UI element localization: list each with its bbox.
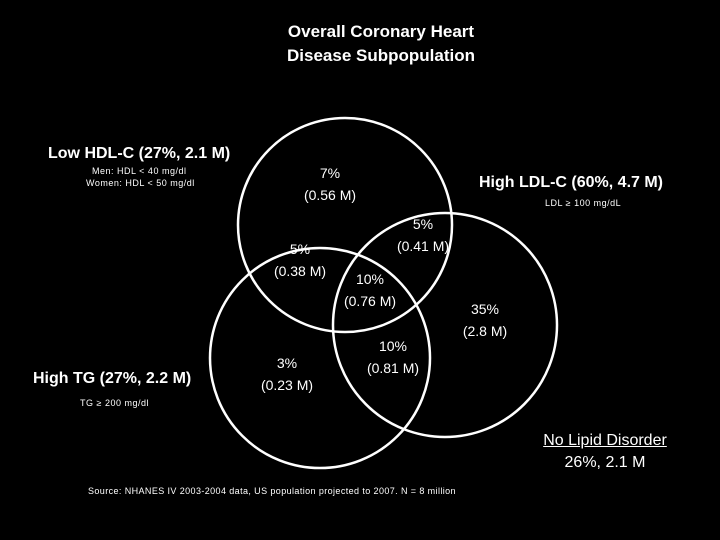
region-all-three-pct: 10% <box>355 271 385 287</box>
high-ldl-circle <box>331 211 559 439</box>
low-hdl-circle <box>236 116 454 334</box>
region-all-three: 10% (0.76 M) <box>330 268 410 312</box>
region-hdl-only-n: (0.56 M) <box>303 187 357 203</box>
high-ldl-label: High LDL-C (60%, 4.7 M) <box>479 174 664 191</box>
region-hdl-ldl-n: (0.41 M) <box>396 238 450 254</box>
region-ldl-tg-n: (0.81 M) <box>366 360 420 376</box>
low-hdl-women-note: Women: HDL < 50 mg/dl <box>86 178 195 188</box>
no-lipid-disorder: No Lipid Disorder 26%, 2.1 M <box>520 430 690 474</box>
region-hdl-only-pct: 7% <box>319 165 341 181</box>
region-hdl-ldl-pct: 5% <box>412 216 434 232</box>
region-hdl-only: 7% (0.56 M) <box>290 162 370 206</box>
region-tg-only: 3% (0.23 M) <box>247 352 327 396</box>
region-ldl-tg: 10% (0.81 M) <box>353 335 433 379</box>
title-line-2: Disease Subpopulation <box>287 46 475 65</box>
region-hdl-tg-pct: 5% <box>289 241 311 257</box>
diagram-title: Overall Coronary Heart Disease Subpopula… <box>0 20 720 68</box>
high-tg-label: High TG (27%, 2.2 M) <box>33 370 192 387</box>
high-tg-circle <box>208 246 432 470</box>
no-lipid-value: 26%, 2.1 M <box>564 454 646 471</box>
region-hdl-tg-n: (0.38 M) <box>273 263 327 279</box>
high-ldl-note: LDL ≥ 100 mg/dL <box>545 198 622 208</box>
region-ldl-only-pct: 35% <box>470 301 500 317</box>
region-hdl-tg: 5% (0.38 M) <box>260 238 340 282</box>
region-ldl-only-n: (2.8 M) <box>462 323 508 339</box>
region-tg-only-pct: 3% <box>276 355 298 371</box>
title-line-1: Overall Coronary Heart <box>287 22 475 41</box>
region-ldl-tg-pct: 10% <box>378 338 408 354</box>
region-all-three-n: (0.76 M) <box>343 293 397 309</box>
region-hdl-ldl: 5% (0.41 M) <box>383 213 463 257</box>
region-tg-only-n: (0.23 M) <box>260 377 314 393</box>
low-hdl-label: Low HDL-C (27%, 2.1 M) <box>48 145 231 162</box>
source-note: Source: NHANES IV 2003-2004 data, US pop… <box>88 486 456 496</box>
high-tg-note: TG ≥ 200 mg/dl <box>80 398 149 408</box>
low-hdl-men-note: Men: HDL < 40 mg/dl <box>92 166 187 176</box>
no-lipid-label: No Lipid Disorder <box>543 432 667 449</box>
region-ldl-only: 35% (2.8 M) <box>445 298 525 342</box>
